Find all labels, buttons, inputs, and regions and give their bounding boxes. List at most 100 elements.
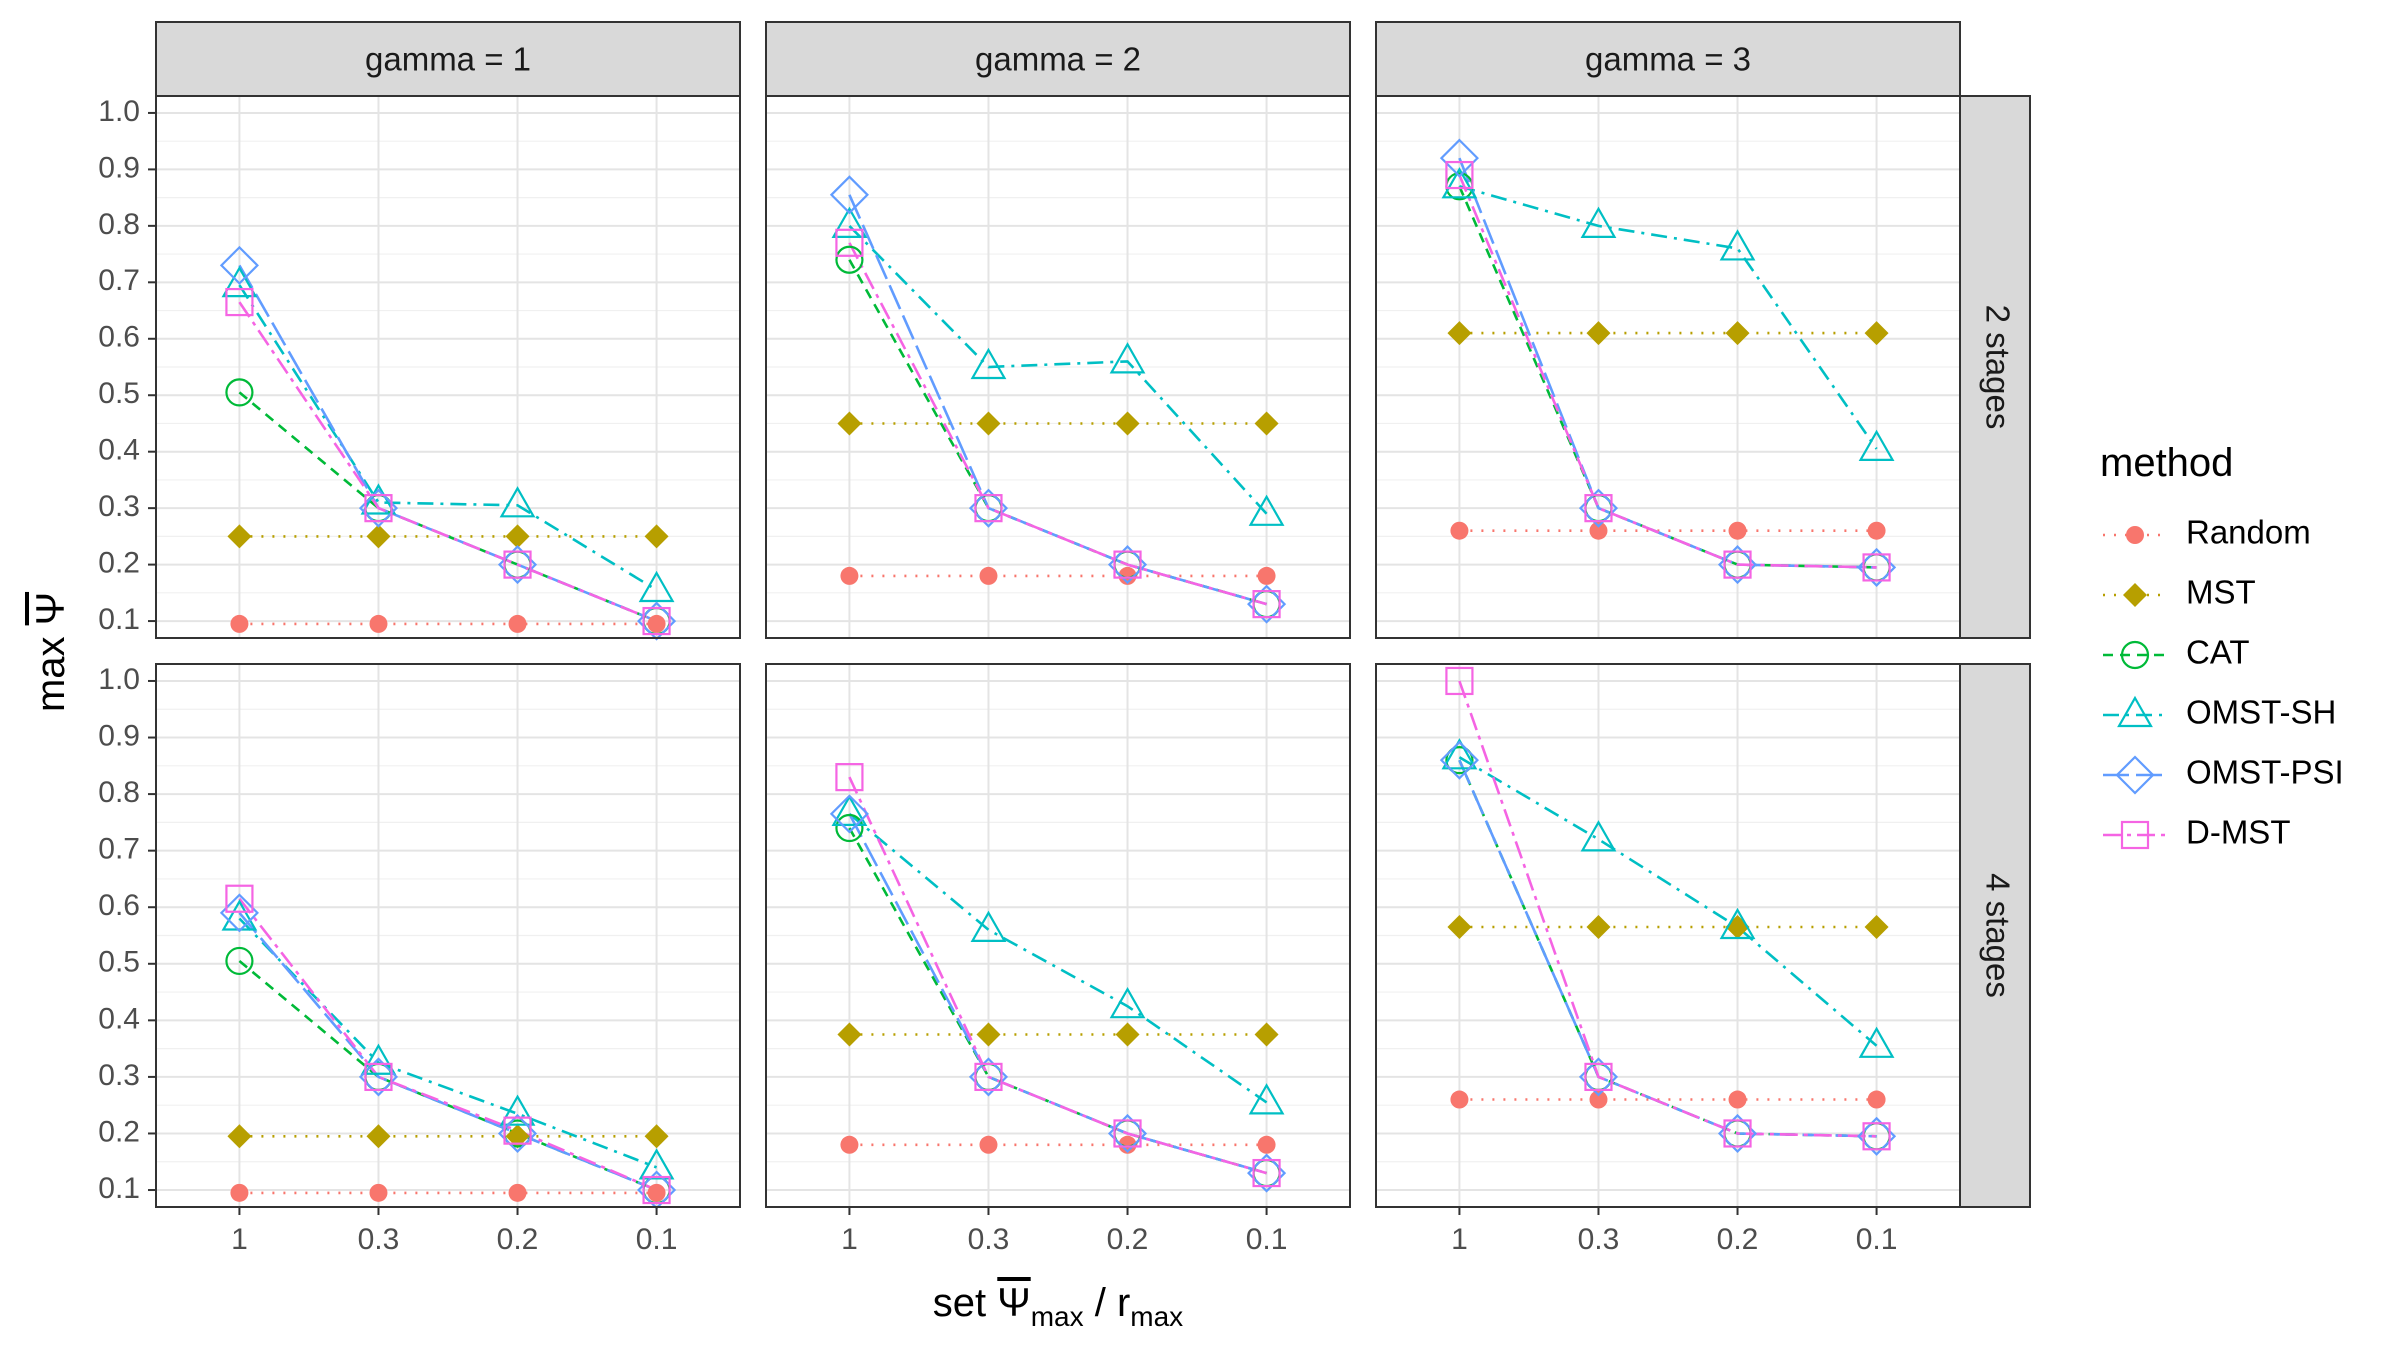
data-point-mst [976, 1022, 1001, 1047]
y-tick-label: 0.7 [98, 264, 140, 297]
x-tick-label: 0.3 [1578, 1223, 1620, 1256]
y-axis-title: max Ψ [29, 592, 73, 712]
legend-key-marker [2117, 695, 2153, 728]
data-point-omst-sh [1109, 342, 1146, 374]
legend-key-marker [2120, 640, 2150, 670]
data-point-d-mst [1723, 550, 1752, 579]
data-point-random [840, 566, 859, 585]
data-point-omst-sh [1580, 820, 1617, 852]
data-point-omst-psi [829, 175, 869, 215]
x-tick-label: 1 [231, 1223, 248, 1256]
series-line-omst-psi [238, 912, 658, 1192]
data-point-random [1118, 566, 1137, 585]
data-point-d-mst [1113, 550, 1142, 579]
data-point-omst-sh [499, 1094, 536, 1126]
x-axis-title-lead: set [933, 1281, 997, 1325]
data-point-omst-sh [1858, 1026, 1895, 1058]
legend-item-d-mst: D-MST [2103, 814, 2290, 851]
series-line-d-mst [238, 301, 658, 623]
y-tick-label: 0.2 [98, 1115, 140, 1148]
facet-strip-col-2: gamma = 2 [765, 21, 1351, 97]
data-point-omst-sh [1248, 1083, 1285, 1115]
data-point-omst-sh [499, 486, 536, 518]
data-point-mst [505, 524, 530, 549]
data-point-cat [835, 245, 864, 274]
y-tick-label: 0.2 [98, 547, 140, 580]
data-point-random [1728, 1090, 1747, 1109]
series-line-omst-sh [238, 917, 658, 1169]
data-point-omst-sh [1719, 229, 1756, 261]
data-point-d-mst [225, 287, 254, 317]
legend-label: D-MST [2186, 814, 2290, 851]
data-point-random [1589, 1090, 1608, 1109]
x-axis-title-subscript: max [1130, 1301, 1183, 1332]
data-point-d-mst [225, 884, 254, 913]
x-axis-title-symbol: Ψ [997, 1281, 1030, 1325]
y-tick-label: 0.6 [98, 889, 140, 922]
panel-r1-c1 [156, 96, 740, 638]
legend-label: OMST-SH [2186, 694, 2336, 731]
facet-strip-col-3: gamma = 3 [1375, 21, 1961, 97]
data-point-d-mst [503, 1116, 532, 1145]
data-point-cat [1445, 746, 1474, 775]
y-tick-label: 0.5 [98, 946, 140, 979]
x-tick-label: 0.1 [636, 1223, 678, 1256]
data-point-random [1867, 1090, 1886, 1109]
legend-label: Random [2186, 514, 2311, 551]
y-tick-label: 0.5 [98, 377, 140, 410]
series-line-d-mst [848, 776, 1267, 1175]
legend-label: MST [2186, 574, 2256, 611]
strip-background [1959, 663, 2031, 1208]
facet-strip-col-1: gamma = 1 [155, 21, 741, 97]
data-point-random [369, 614, 388, 633]
y-tick-label: 0.8 [98, 208, 140, 241]
data-point-random [1257, 1135, 1276, 1154]
y-tick-label: 0.3 [98, 1059, 140, 1092]
strip-background [1959, 95, 2031, 639]
data-point-mst [1115, 411, 1140, 436]
y-tick-label: 1.0 [98, 663, 140, 696]
data-point-mst [1864, 321, 1889, 346]
data-point-mst [505, 1124, 530, 1149]
data-point-d-mst [1862, 1122, 1891, 1151]
legend-key-marker [2120, 820, 2150, 850]
data-point-d-mst [974, 1062, 1003, 1092]
data-point-mst [1254, 1022, 1279, 1047]
legend-item-omst-psi: OMST-PSI [2103, 754, 2344, 795]
x-axis-title: set Ψmax / rmax [933, 1281, 1183, 1332]
data-point-omst-sh [1719, 907, 1756, 940]
data-point-mst [1447, 321, 1472, 346]
data-point-mst [227, 524, 252, 549]
data-point-d-mst [1445, 160, 1474, 190]
data-point-mst [227, 1124, 252, 1149]
legend: method Random MST CAT OMST-SH OMST-PSI D-MST [2100, 441, 2344, 851]
data-point-omst-psi [1439, 138, 1479, 178]
panel-series-r2-c3 [1439, 666, 1897, 1156]
data-point-cat [225, 946, 254, 976]
strip-background [155, 21, 741, 97]
data-point-random [1257, 566, 1276, 585]
y-axis-row-1: 0.1 0.2 0.3 0.4 0.5 0.6 0.7 0.8 0.9 1.0 [98, 95, 156, 636]
x-tick-label: 0.1 [1856, 1223, 1898, 1256]
panel-r1-c2 [766, 96, 1350, 638]
x-tick-label: 0.3 [358, 1223, 400, 1256]
data-point-omst-sh [638, 1148, 675, 1180]
panel-series-r2-c2 [829, 763, 1287, 1193]
data-point-omst-sh [1858, 429, 1895, 461]
y-tick-label: 0.4 [98, 1002, 140, 1035]
x-axis-col-1: 1 0.3 0.2 0.1 [231, 1207, 677, 1256]
panel-r2-c3 [1376, 664, 1960, 1207]
data-point-d-mst [974, 494, 1003, 523]
legend-item-mst: MST [2103, 574, 2256, 611]
y-tick-label: 1.0 [98, 95, 140, 128]
y-tick-label: 0.9 [98, 151, 140, 184]
data-point-omst-sh [970, 347, 1007, 380]
strip-label: 4 stages [1979, 873, 2016, 998]
data-point-d-mst [1252, 1158, 1281, 1188]
y-axis-title-main: max [29, 625, 73, 712]
data-point-omst-sh [831, 206, 868, 238]
data-point-omst-psi [1439, 740, 1479, 780]
data-point-mst [1586, 915, 1611, 940]
series-line-omst-sh [848, 224, 1268, 515]
data-point-d-mst [1584, 1062, 1613, 1092]
